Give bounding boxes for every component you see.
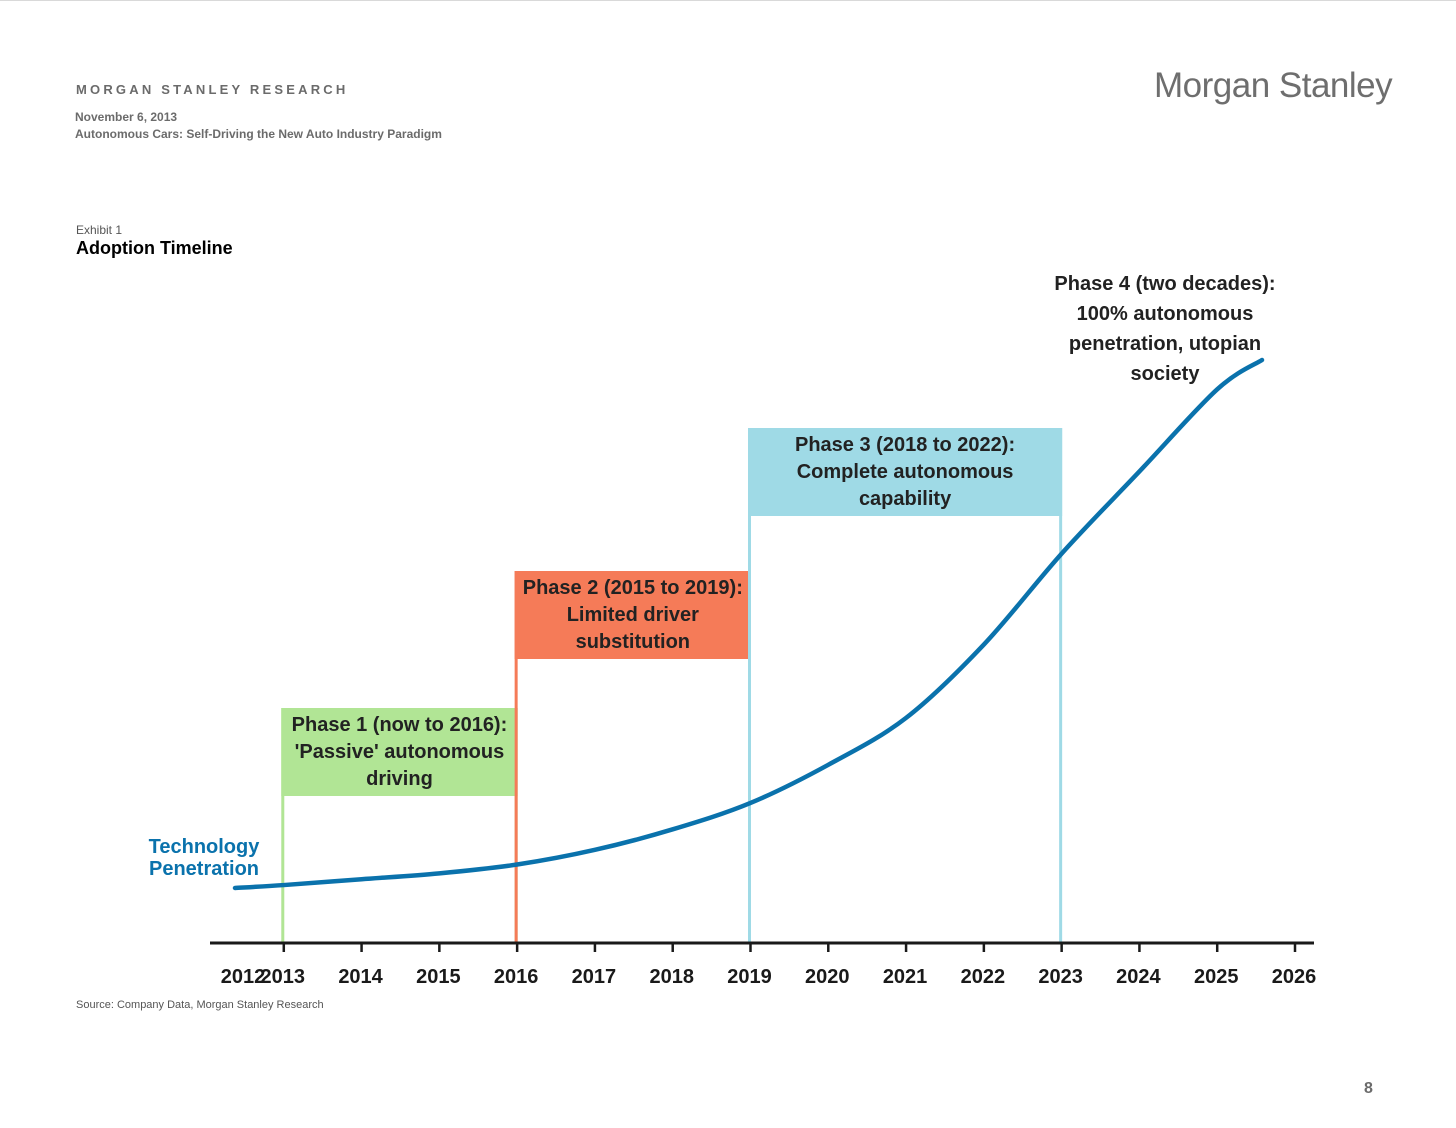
x-tick-label: 2015	[416, 966, 461, 988]
chart-title: Adoption Timeline	[76, 238, 233, 258]
phase1-label-line: driving	[366, 768, 433, 790]
x-tick-label: 2021	[883, 966, 928, 988]
phase3-label-line: capability	[859, 488, 952, 510]
phase4-label-line: Phase 4 (two decades):	[1054, 273, 1275, 295]
phase3-box	[748, 428, 1063, 516]
phase2-label-line: substitution	[576, 631, 690, 653]
x-tick-label: 2022	[961, 966, 1006, 988]
source-note: Source: Company Data, Morgan Stanley Res…	[76, 999, 324, 1011]
x-tick-label: 2020	[805, 966, 850, 988]
x-tick-label: 2026	[1272, 966, 1317, 988]
exhibit-label: Exhibit 1	[76, 223, 123, 237]
morgan-stanley-logo: Morgan Stanley	[1154, 66, 1393, 105]
series-label-line: Technology	[149, 836, 261, 858]
phase4-label-line: 100% autonomous	[1077, 303, 1254, 325]
report-date: November 6, 2013	[75, 110, 178, 124]
series-label-line: Penetration	[149, 858, 259, 880]
phase3-label-line: Phase 3 (2018 to 2022):	[795, 434, 1015, 456]
top-rule	[0, 0, 1456, 1]
phase2-label-line: Phase 2 (2015 to 2019):	[523, 577, 743, 599]
x-tick-label: 2025	[1194, 966, 1239, 988]
x-tick-label: 2024	[1116, 966, 1161, 988]
x-tick-label: 2018	[649, 966, 694, 988]
phase2-label-line: Limited driver	[567, 604, 699, 626]
research-header: MORGAN STANLEY RESEARCH	[76, 82, 349, 97]
phase1-label-line: 'Passive' autonomous	[295, 741, 505, 763]
technology-penetration-curve	[232, 357, 1265, 891]
x-tick-label: 2017	[572, 966, 617, 988]
x-tick-label: 2019	[727, 966, 772, 988]
phase4-label-line: society	[1131, 363, 1201, 385]
report-subtitle: Autonomous Cars: Self-Driving the New Au…	[75, 127, 442, 141]
phase2-box	[514, 571, 751, 659]
x-tick-label: 2012	[221, 966, 266, 988]
page-number: 8	[1364, 1080, 1373, 1097]
phase3-label-line: Complete autonomous	[797, 461, 1014, 483]
x-tick-label: 2014	[338, 966, 383, 988]
x-tick-label: 2016	[494, 966, 539, 988]
x-tick-label: 2023	[1038, 966, 1083, 988]
x-tick-label: 2013	[261, 966, 306, 988]
phase1-box	[281, 708, 518, 796]
phase4-label-line: penetration, utopian	[1069, 333, 1261, 355]
phase1-label-line: Phase 1 (now to 2016):	[292, 714, 508, 736]
